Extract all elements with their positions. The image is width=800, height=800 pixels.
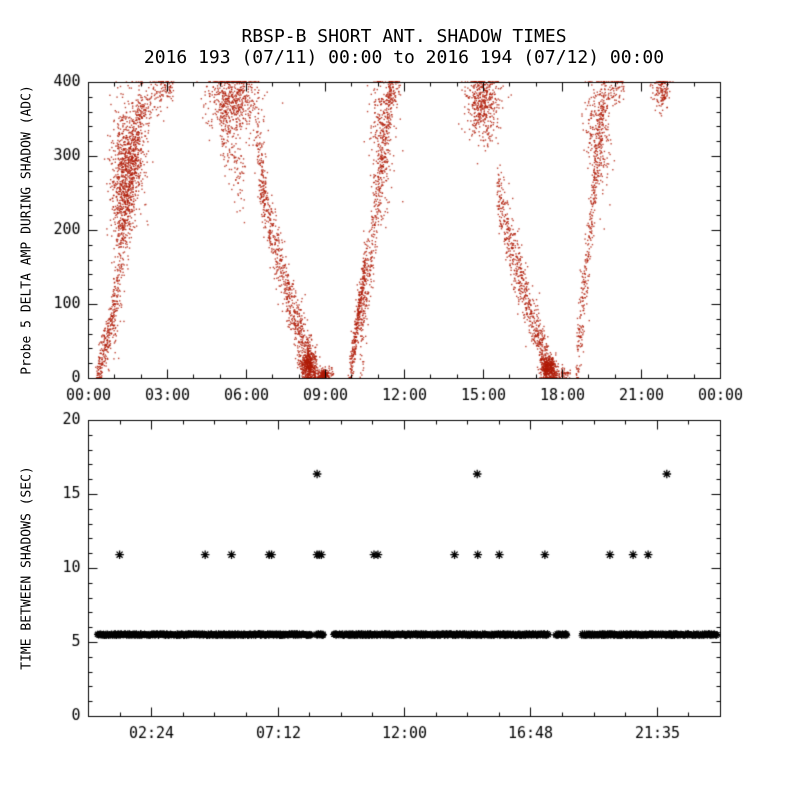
chart-subtitle: 2016 193 (07/11) 00:00 to 2016 194 (07/1… (143, 47, 665, 68)
chart-title: RBSP-B SHORT ANT. SHADOW TIMES (241, 26, 567, 47)
top-panel-y-axis-label: Probe 5 DELTA AMP DURING SHADOW (ADC) (19, 85, 35, 375)
bottom-panel-y-axis-label: TIME BETWEEN SHADOWS (SEC) (19, 466, 35, 670)
